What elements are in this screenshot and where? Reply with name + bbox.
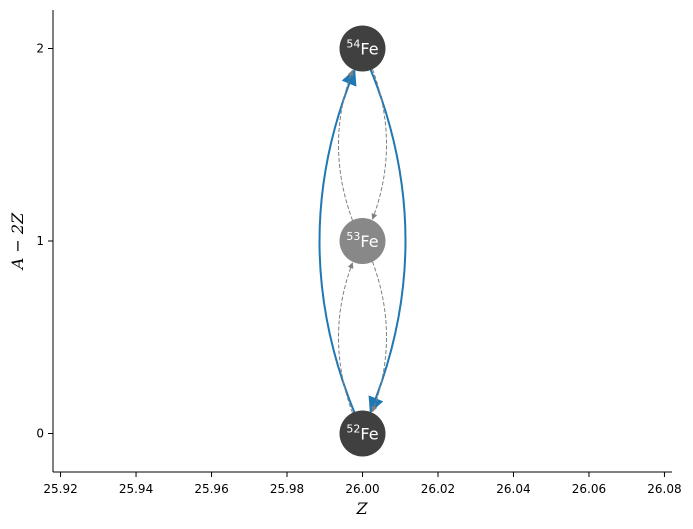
nucleus-circle (339, 218, 386, 264)
nucleus-element-symbol: Fe (360, 232, 378, 251)
y-tick-label: 2 (36, 42, 44, 56)
nucleus-label: 54Fe (346, 38, 378, 59)
x-ticks: 25.92 25.94 25.96 25.98 26.00 26.02 26.04 26.06… (43, 472, 682, 496)
x-tick-label: 26.04 (496, 482, 530, 496)
nucleus-circle (339, 25, 386, 72)
y-axis-label: A − 2Z (8, 212, 27, 271)
x-tick-label: 26.00 (345, 482, 379, 496)
nucleus-element-symbol: Fe (360, 425, 378, 444)
y-ticks: 0 1 2 (36, 42, 53, 441)
x-tick-label: 26.06 (572, 482, 606, 496)
nucleus-node-fe53: 53Fe (339, 218, 386, 264)
nucleus-mass-number: 52 (346, 423, 360, 436)
y-tick-label: 0 (36, 427, 44, 441)
nucleus-mass-number: 54 (346, 38, 360, 51)
x-tick-label: 26.08 (647, 482, 681, 496)
reaction-arrow-dashed (338, 69, 354, 221)
nucleus-node-fe54: 54Fe (339, 25, 386, 72)
x-tick-label: 25.92 (43, 482, 77, 496)
reaction-arrow-dashed (371, 261, 387, 413)
y-tick-label: 1 (36, 234, 44, 248)
nucleus-element-symbol: Fe (360, 40, 378, 59)
reaction-arrow-dashed (338, 262, 354, 413)
x-tick-label: 25.98 (270, 482, 304, 496)
nucleus-node-fe52: 52Fe (339, 410, 386, 457)
x-tick-label: 25.96 (194, 482, 228, 496)
nucleus-circle (339, 410, 386, 457)
x-axis-label: Z (355, 499, 368, 518)
reaction-arrow-dashed (371, 69, 387, 220)
x-tick-label: 25.94 (119, 482, 153, 496)
reaction-arrow-solid (368, 68, 407, 414)
reaction-arrow-solid (318, 68, 357, 414)
nucleus-mass-number: 53 (346, 230, 360, 243)
nucleus-label: 52Fe (346, 423, 378, 444)
nucleus-label: 53Fe (346, 230, 378, 251)
x-tick-label: 26.02 (421, 482, 455, 496)
reaction-edges (318, 68, 407, 414)
